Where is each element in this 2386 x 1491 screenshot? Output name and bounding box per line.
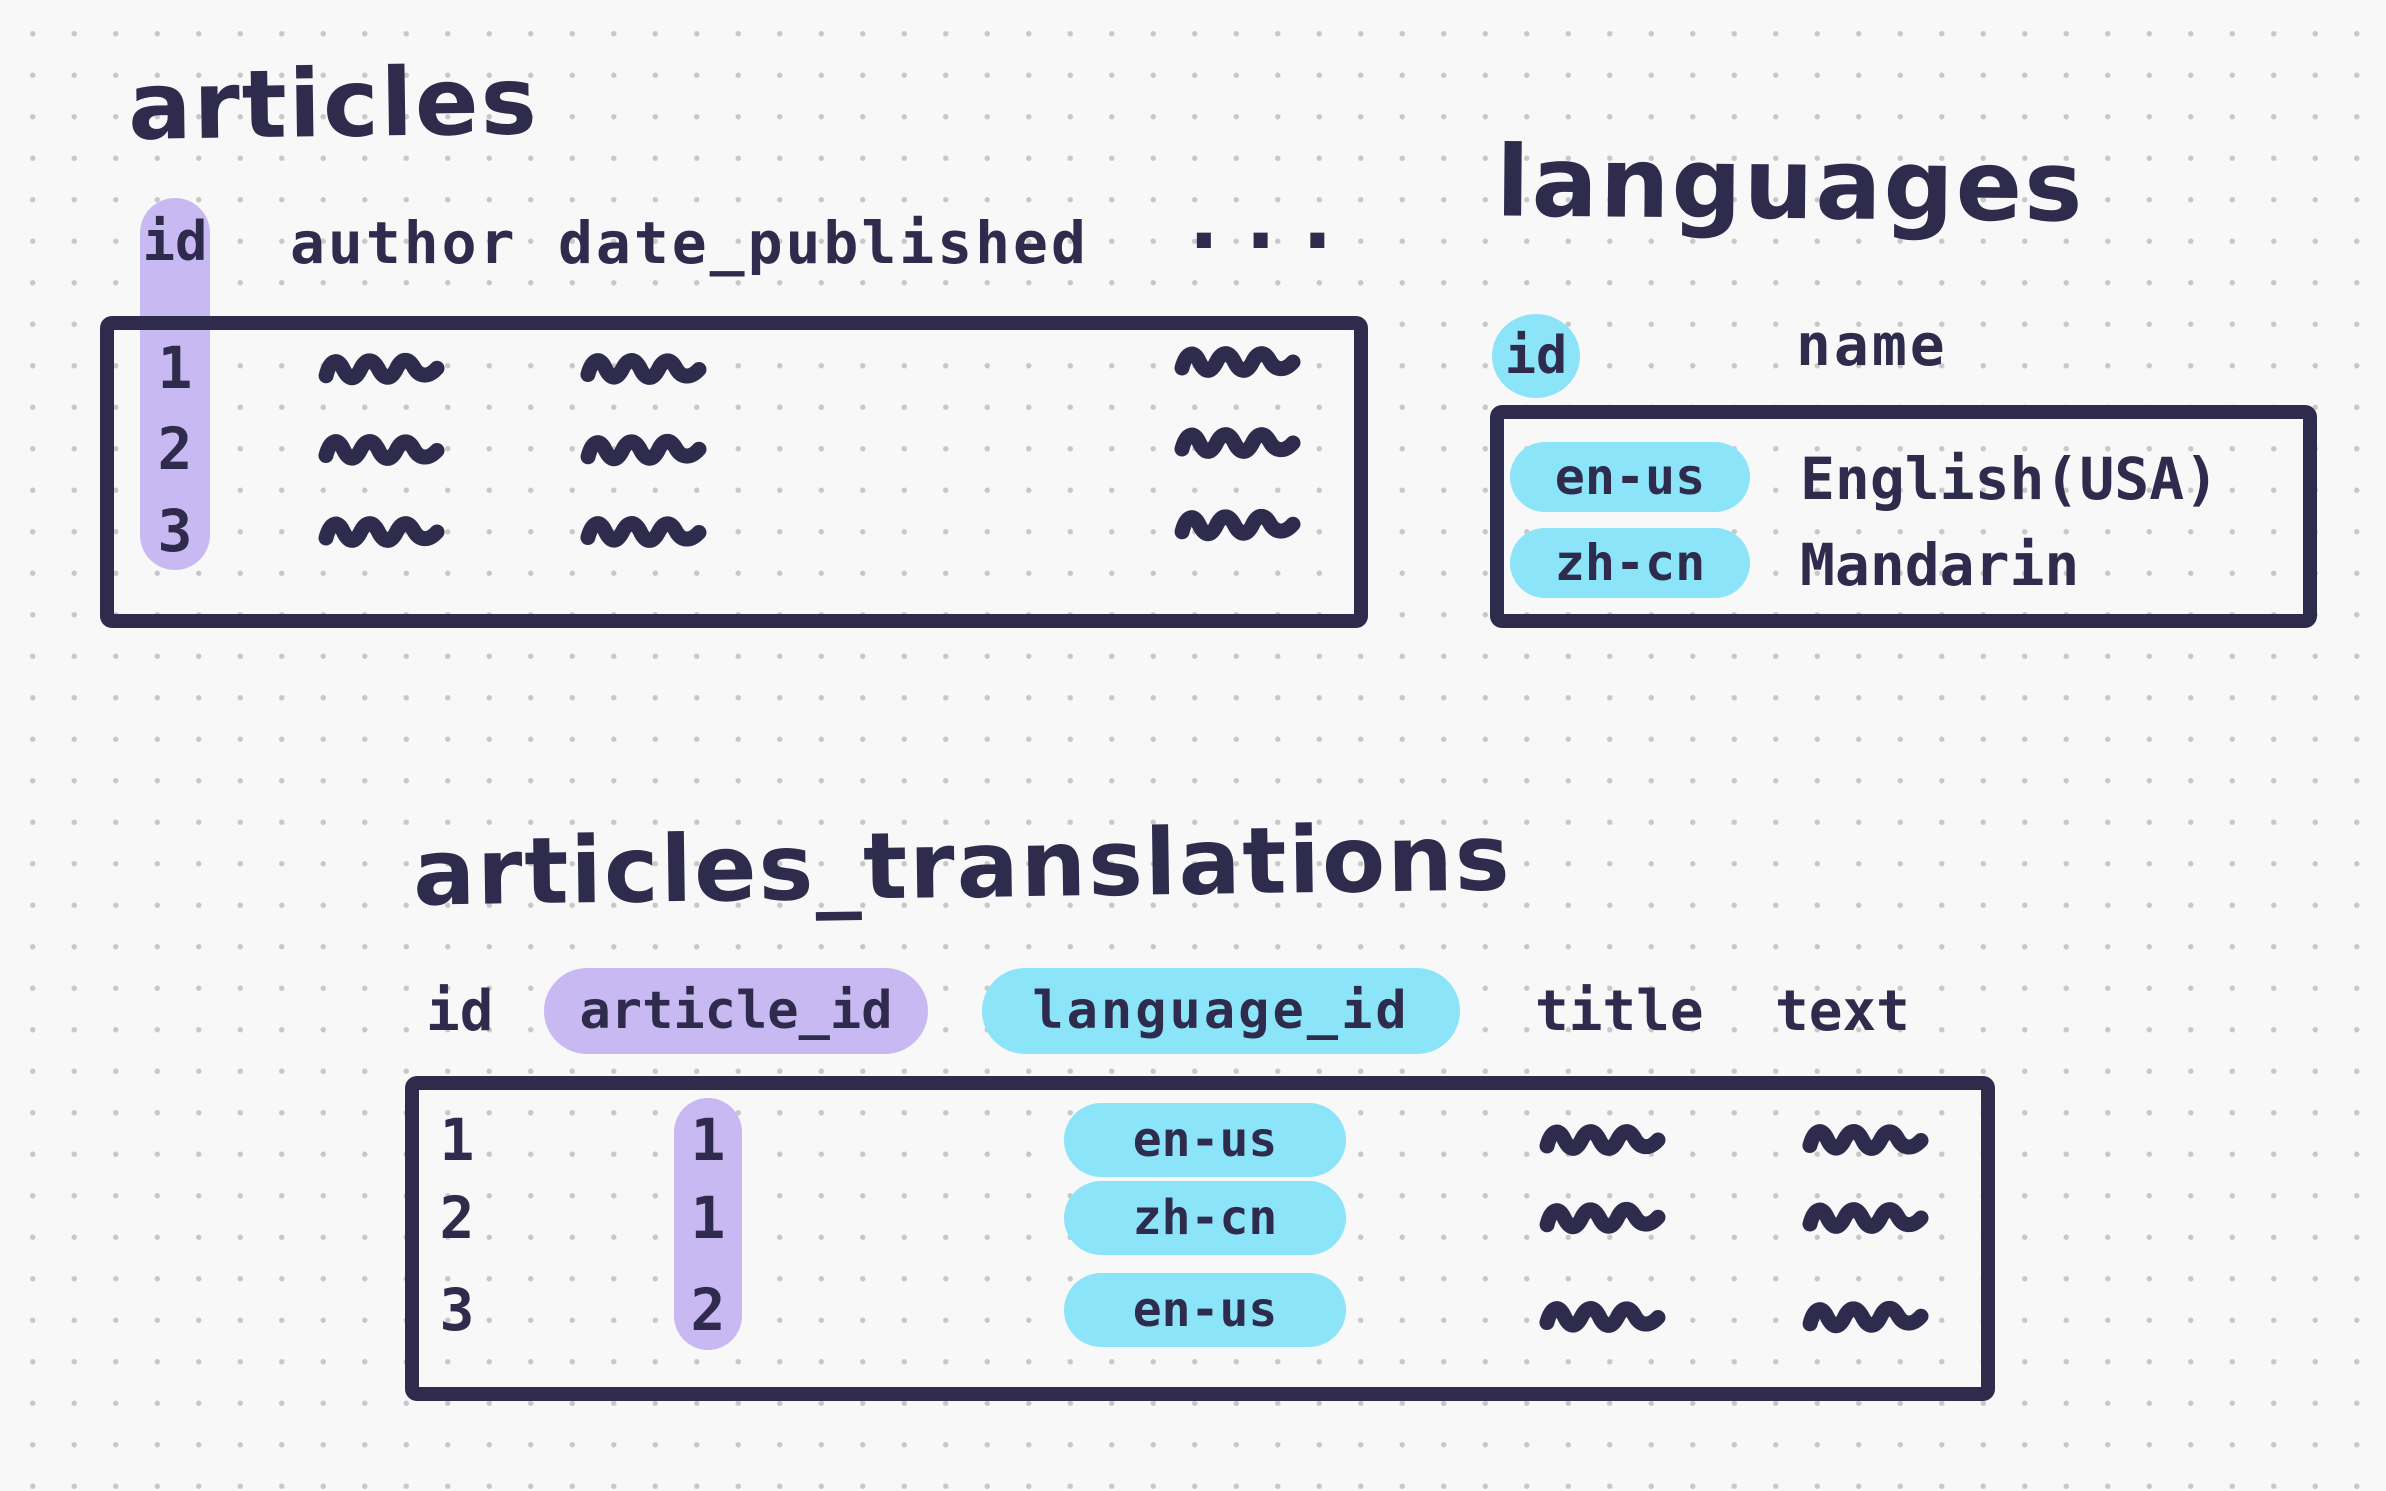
redacted-title-squiggle	[1537, 1200, 1668, 1236]
articles-header-ellipsis: ...	[1178, 169, 1349, 269]
translations-article-id-column-highlight	[674, 1098, 742, 1350]
redacted-date-squiggle	[578, 514, 709, 549]
translations-row-language-id: en-us	[1064, 1103, 1346, 1177]
redacted-text-squiggle	[1800, 1122, 1931, 1157]
translations-header-language-id: language_id	[982, 968, 1460, 1054]
languages-table-frame	[1490, 405, 2317, 628]
translations-row-language-id: en-us	[1064, 1273, 1346, 1347]
redacted-extra-squiggle	[1172, 426, 1303, 460]
redacted-author-squiggle	[316, 515, 447, 549]
articles-row-id: 1	[157, 334, 193, 402]
language-name-value: English(USA)	[1800, 445, 2220, 513]
language-id-value: zh-cn	[1510, 528, 1750, 598]
articles-row-id: 2	[157, 415, 193, 483]
translations-row-article-id: 1	[690, 1106, 726, 1174]
languages-id-header-highlight	[1492, 314, 1580, 398]
translations-row-language-id: zh-cn	[1064, 1181, 1346, 1255]
redacted-author-squiggle	[316, 351, 447, 387]
redacted-text-squiggle	[1800, 1299, 1931, 1335]
language-name-value: Mandarin	[1800, 531, 2080, 599]
redacted-date-squiggle	[578, 351, 709, 386]
articles-id-column-highlight	[140, 198, 210, 570]
redacted-extra-squiggle	[1172, 507, 1303, 543]
translations-row-article-id: 1	[690, 1184, 726, 1252]
articles-translations-table-title: articles_translations	[412, 804, 1513, 927]
translations-header-title: title	[1535, 979, 1704, 1044]
redacted-extra-squiggle	[1172, 345, 1303, 379]
translations-row-id: 3	[439, 1276, 475, 1344]
redacted-title-squiggle	[1537, 1299, 1668, 1334]
translations-row-id: 1	[439, 1106, 475, 1174]
languages-table-title: languages	[1495, 125, 2085, 245]
articles-header-id: id	[142, 210, 208, 273]
translations-header-article-id: article_id	[544, 968, 928, 1054]
translations-header-text: text	[1775, 979, 1910, 1044]
articles-header-author: author	[290, 209, 518, 277]
redacted-title-squiggle	[1537, 1123, 1668, 1157]
redacted-date-squiggle	[578, 432, 709, 468]
languages-header-id: id	[1504, 326, 1568, 386]
redacted-text-squiggle	[1800, 1201, 1931, 1235]
translations-header-id: id	[426, 979, 494, 1044]
redacted-author-squiggle	[316, 432, 447, 467]
translations-row-article-id: 2	[690, 1276, 726, 1344]
translations-row-id: 2	[439, 1184, 475, 1252]
articles-header-more-columns-ellipsis-neighbor: date_published	[558, 209, 1089, 277]
articles-table-title: articles	[127, 47, 540, 162]
language-id-value: en-us	[1510, 442, 1750, 512]
languages-header-name: name	[1796, 311, 1948, 379]
articles-translations-table-frame	[405, 1076, 1995, 1401]
articles-table-frame	[100, 316, 1368, 628]
articles-row-id: 3	[157, 497, 193, 565]
